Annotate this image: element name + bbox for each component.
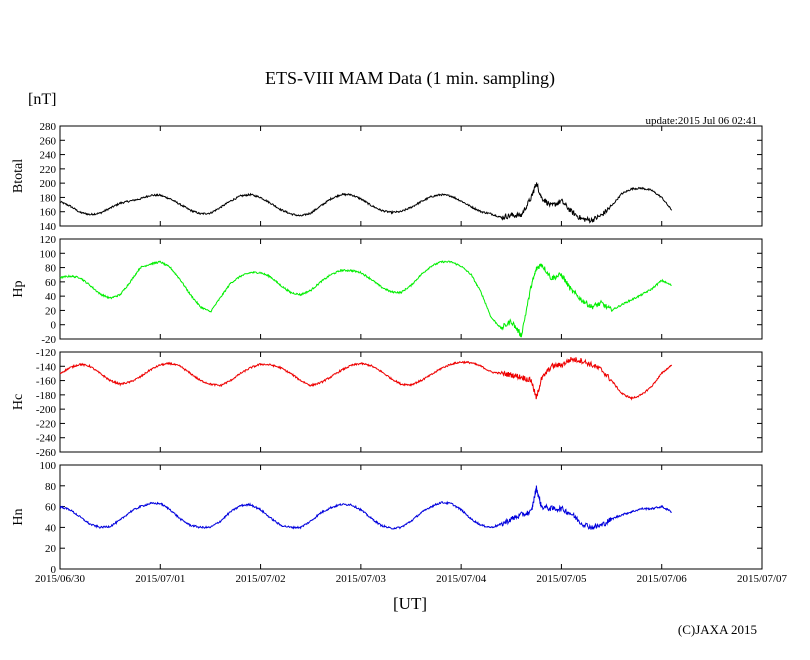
y-tick-label: 220 xyxy=(40,164,57,176)
series-line-btotal xyxy=(59,182,673,224)
x-tick-label: 2015/06/30 xyxy=(35,573,86,585)
y-tick-label: 160 xyxy=(40,207,57,219)
y-tick-label: 200 xyxy=(40,178,57,190)
y-tick-label: -240 xyxy=(36,433,57,445)
x-tick-label: 2015/07/02 xyxy=(236,573,286,585)
panel-hn: 0 20 40 60 80 100 Hn xyxy=(11,460,763,576)
series-line-hn xyxy=(59,485,673,530)
panel-frame xyxy=(59,351,763,453)
y-tick-label: 260 xyxy=(40,135,57,147)
x-tick-label: 2015/07/01 xyxy=(135,573,185,585)
panel-frame xyxy=(59,238,763,340)
y-tick-label: 20 xyxy=(45,543,57,555)
x-axis-label: [UT] xyxy=(393,594,427,613)
x-tick-label: 2015/07/04 xyxy=(436,573,487,585)
y-tick-label: 120 xyxy=(40,234,57,246)
y-tick-label: -140 xyxy=(36,361,57,373)
panel-hc: -260 -240 -220 -200 -180 -160 -140 -120 Hc xyxy=(11,347,763,459)
y-tick-label: -200 xyxy=(36,404,57,416)
unit-label: [nT] xyxy=(28,91,56,108)
panel-frame xyxy=(59,464,763,570)
panel-ylabel-btotal: Btotal xyxy=(11,159,26,193)
series-line-hp xyxy=(59,260,672,338)
x-axis-ticks: 2015/06/30 2015/07/01 2015/07/02 2015/07/03… xyxy=(35,573,788,585)
y-tick-label: 0 xyxy=(51,320,57,332)
y-tick-label: 240 xyxy=(40,150,57,162)
y-tick-label: 20 xyxy=(45,305,57,317)
y-tick-label: 0 xyxy=(51,564,57,576)
update-text: update:2015 Jul 06 02:41 xyxy=(645,115,757,127)
x-tick-label: 2015/07/07 xyxy=(737,573,788,585)
panel-ylabel-hn: Hn xyxy=(11,508,26,525)
y-tick-label: 280 xyxy=(40,121,57,133)
y-tick-label: -160 xyxy=(36,376,57,388)
panel-ylabel-hp: Hp xyxy=(11,280,26,297)
copyright-text: (C)JAXA 2015 xyxy=(678,622,757,637)
panel-btotal: 140 160 180 200 220 240 260 280 Btotal xyxy=(11,121,763,233)
y-tick-label: 180 xyxy=(40,192,57,204)
y-tick-label: 100 xyxy=(40,460,57,472)
y-tick-label: 40 xyxy=(45,291,57,303)
y-tick-label: -180 xyxy=(36,390,57,402)
y-tick-label: 80 xyxy=(45,263,57,275)
y-tick-label: 60 xyxy=(45,502,57,514)
y-tick-label: -20 xyxy=(41,334,56,346)
y-tick-label: 80 xyxy=(45,481,57,493)
y-tick-label: 60 xyxy=(45,277,57,289)
panels-group: 140160180200220240260280Btotal-200204060… xyxy=(11,121,763,576)
x-tick-label: 2015/07/06 xyxy=(637,573,688,585)
y-tick-label: -220 xyxy=(36,418,57,430)
x-tick-label: 2015/07/05 xyxy=(536,573,587,585)
chart-title: ETS-VIII MAM Data (1 min. sampling) xyxy=(265,68,555,89)
panel-ylabel-hc: Hc xyxy=(11,394,26,410)
y-tick-label: 140 xyxy=(40,221,57,233)
panel-frame xyxy=(59,125,763,227)
panel-hp: -20 0 20 40 60 80 100 120 Hp xyxy=(11,234,763,346)
series-line-hc xyxy=(59,356,673,401)
y-tick-label: -120 xyxy=(36,347,57,359)
y-tick-label: 100 xyxy=(40,248,57,260)
y-tick-label: -260 xyxy=(36,447,57,459)
x-tick-label: 2015/07/03 xyxy=(336,573,387,585)
y-tick-label: 40 xyxy=(45,522,57,534)
